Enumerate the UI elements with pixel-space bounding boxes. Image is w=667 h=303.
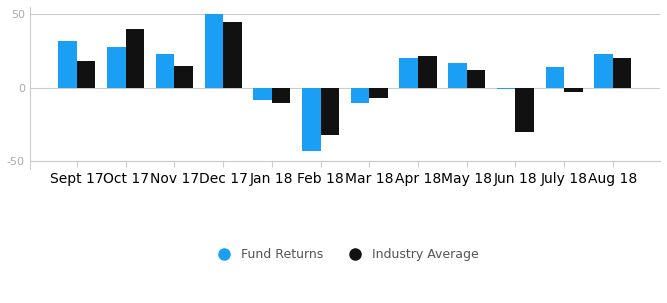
Bar — [351, 88, 370, 103]
Bar — [613, 58, 632, 88]
Bar — [156, 54, 174, 88]
Bar — [125, 29, 144, 88]
Bar — [448, 63, 467, 88]
Legend: Fund Returns, Industry Average: Fund Returns, Industry Average — [206, 243, 484, 266]
Bar — [174, 66, 193, 88]
Bar — [302, 88, 321, 151]
Bar — [205, 14, 223, 88]
Bar — [59, 41, 77, 88]
Bar — [223, 22, 241, 88]
Bar — [272, 88, 290, 103]
Bar — [564, 88, 583, 92]
Bar — [253, 88, 272, 100]
Bar — [467, 70, 486, 88]
Bar — [400, 58, 418, 88]
Bar — [497, 88, 516, 89]
Bar — [418, 55, 436, 88]
Bar — [546, 67, 564, 88]
Bar — [321, 88, 339, 135]
Bar — [77, 62, 95, 88]
Bar — [516, 88, 534, 132]
Bar — [370, 88, 388, 98]
Bar — [594, 54, 613, 88]
Bar — [107, 47, 125, 88]
